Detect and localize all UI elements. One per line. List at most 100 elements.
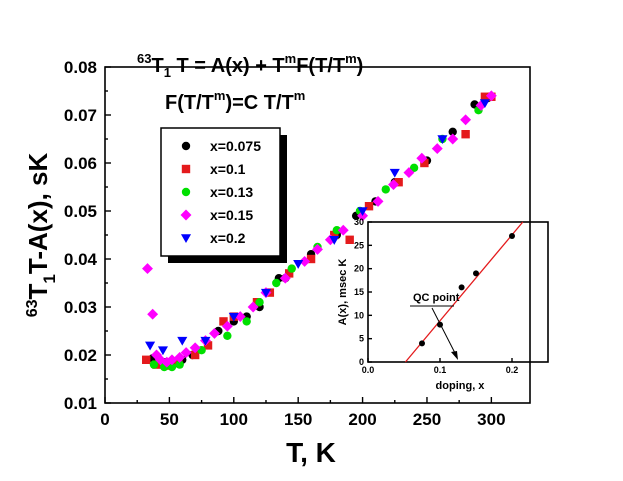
legend-label-2: x=0.1	[210, 161, 246, 177]
inset-fit-line	[404, 221, 524, 363]
x-tick-label: 200	[348, 410, 376, 429]
x-tick-label: 150	[284, 410, 312, 429]
main-axis-ticks	[104, 66, 493, 404]
data-point-x-0-13	[381, 185, 390, 194]
y-axis-label: 63T1T-A(x), sK	[23, 153, 59, 318]
x-axis-label: T, K	[286, 437, 336, 468]
data-point-x-0-15	[189, 342, 201, 354]
data-point-x-0-15	[372, 195, 384, 207]
data-point-x-0-1	[284, 269, 294, 278]
main-data-points	[142, 90, 497, 372]
inset-data-point	[473, 270, 479, 277]
y-tick-label: 0.01	[64, 394, 97, 413]
inset-data-point	[458, 284, 465, 291]
data-point-x-0-1	[420, 158, 429, 168]
inset-annotation-text: QC point	[413, 292, 460, 304]
data-point-x-0-15	[154, 354, 166, 366]
legend-box	[160, 127, 281, 257]
data-point-x-0-2	[329, 236, 340, 245]
x-tick-label: 0	[100, 410, 109, 429]
data-point-x-0-2	[389, 168, 400, 178]
data-point-x-0-15	[312, 243, 323, 255]
data-point-x-0-13	[332, 226, 342, 235]
data-point-x-0-13	[409, 163, 419, 172]
data-point-x-0-15	[209, 327, 220, 339]
data-point-x-0-15	[447, 133, 459, 145]
inset-data-points	[419, 233, 515, 347]
legend-label-3: x=0.13	[210, 184, 253, 200]
data-point-x-0-13	[287, 264, 296, 273]
legend-marker-1	[181, 141, 191, 151]
y-tick-label: 0.08	[64, 58, 97, 77]
inset-y-tick-label: 30	[354, 217, 364, 227]
title-equation-2: F(T/Tm)=C T/Tm	[165, 88, 305, 114]
legend-marker-3	[181, 187, 191, 197]
data-point-x-0-1	[480, 92, 490, 101]
inset-tick-labels: 0.0 0.1 0.2 0 5 10 15 20 25 30	[354, 217, 518, 375]
data-point-x-0-2	[357, 207, 368, 217]
legend-marker-2	[181, 164, 191, 174]
data-point-x-0-2	[479, 99, 490, 109]
data-point-x-0-2	[157, 346, 168, 356]
data-point-x-0-15	[403, 167, 415, 179]
data-point-x-0-13	[175, 360, 184, 369]
data-point-x-0-1	[394, 178, 403, 187]
inset-x-tick-label: 0.1	[434, 365, 447, 375]
data-point-x-0-15	[142, 263, 153, 275]
data-point-x-0-15	[221, 320, 233, 332]
inset-y-tick-label: 15	[354, 287, 364, 297]
data-point-x-0-1	[364, 202, 374, 211]
data-point-x-0-15	[485, 90, 497, 102]
data-point-x-0-1	[219, 317, 228, 326]
inset-x-tick-label: 0.2	[506, 365, 519, 375]
main-tick-labels: 0 50 100 150 200 250 3000.010.020.030.040.050.…	[64, 58, 506, 429]
inset-y-tick-label: 10	[354, 310, 364, 320]
legend-label-5: x=0.2	[210, 230, 246, 246]
data-point-x-0-15	[388, 179, 399, 191]
x-tick-label: 50	[160, 410, 179, 429]
data-point-x-0-2	[177, 336, 188, 346]
data-point-x-0-2	[145, 341, 156, 351]
inset-data-point	[509, 233, 515, 239]
data-point-x-0-15	[279, 272, 291, 284]
data-point-x-0-15	[337, 224, 349, 236]
data-point-x-0-2	[228, 312, 239, 322]
x-tick-label: 100	[220, 410, 248, 429]
legend-marker-5	[180, 234, 192, 244]
data-point-x-0-1	[345, 235, 354, 244]
title-equation-1: 63T1 T = A(x) + TmF(T/Tm)	[137, 51, 363, 80]
y-tick-label: 0.05	[64, 202, 97, 221]
data-point-x-0-15	[180, 347, 192, 359]
data-point-x-0-15	[299, 255, 311, 267]
data-point-x-0-1	[330, 230, 339, 240]
data-point-x-0-2	[200, 336, 211, 346]
legend-marker-4	[180, 209, 192, 221]
data-point-x-0-15	[431, 143, 443, 155]
data-point-x-0-15	[161, 356, 173, 368]
data-point-x-0-15	[247, 301, 259, 313]
data-point-x-0-13	[167, 362, 177, 372]
inset-axis-ticks	[367, 221, 513, 363]
data-point-x-0-1	[142, 355, 151, 364]
inset-chart: 0.0 0.1 0.2 0 5 10 15 20 25 30 doping, x A(x), ms…	[337, 217, 549, 392]
data-point-x-0-13	[149, 360, 159, 369]
y-tick-label: 0.06	[64, 154, 97, 173]
inset-y-label: A(x), msec K	[337, 259, 349, 326]
data-point-x-0-2	[293, 260, 304, 269]
y-tick-label: 0.02	[64, 346, 97, 365]
x-tick-label: 300	[477, 410, 505, 429]
inset-y-tick-label: 25	[354, 240, 364, 250]
data-point-x-0-2	[260, 288, 272, 298]
data-point-x-0-15	[460, 114, 472, 126]
data-point-x-0-2	[437, 135, 448, 145]
y-tick-label: 0.04	[64, 250, 98, 269]
inset-y-tick-label: 20	[354, 264, 364, 274]
inset-y-tick-label: 5	[359, 334, 364, 344]
annotation-arrowhead	[451, 351, 458, 360]
data-point-x-0-15	[147, 308, 159, 320]
x-tick-label: 250	[413, 410, 441, 429]
legend: x=0.075 x=0.1 x=0.13 x=0.15 x=0.2	[180, 138, 261, 246]
data-point-x-0-13	[242, 317, 251, 326]
data-point-x-0-13	[223, 331, 232, 340]
